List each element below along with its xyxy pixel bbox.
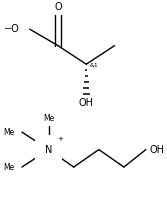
- Text: OH: OH: [79, 98, 94, 108]
- Text: Me: Me: [4, 128, 15, 137]
- Text: Me: Me: [43, 114, 54, 123]
- Text: OH: OH: [150, 145, 165, 155]
- Text: O: O: [54, 2, 62, 12]
- Text: Me: Me: [4, 163, 15, 171]
- Text: −O: −O: [4, 24, 20, 34]
- Text: +: +: [57, 136, 63, 142]
- Text: N: N: [45, 145, 52, 155]
- Text: &1: &1: [89, 63, 98, 68]
